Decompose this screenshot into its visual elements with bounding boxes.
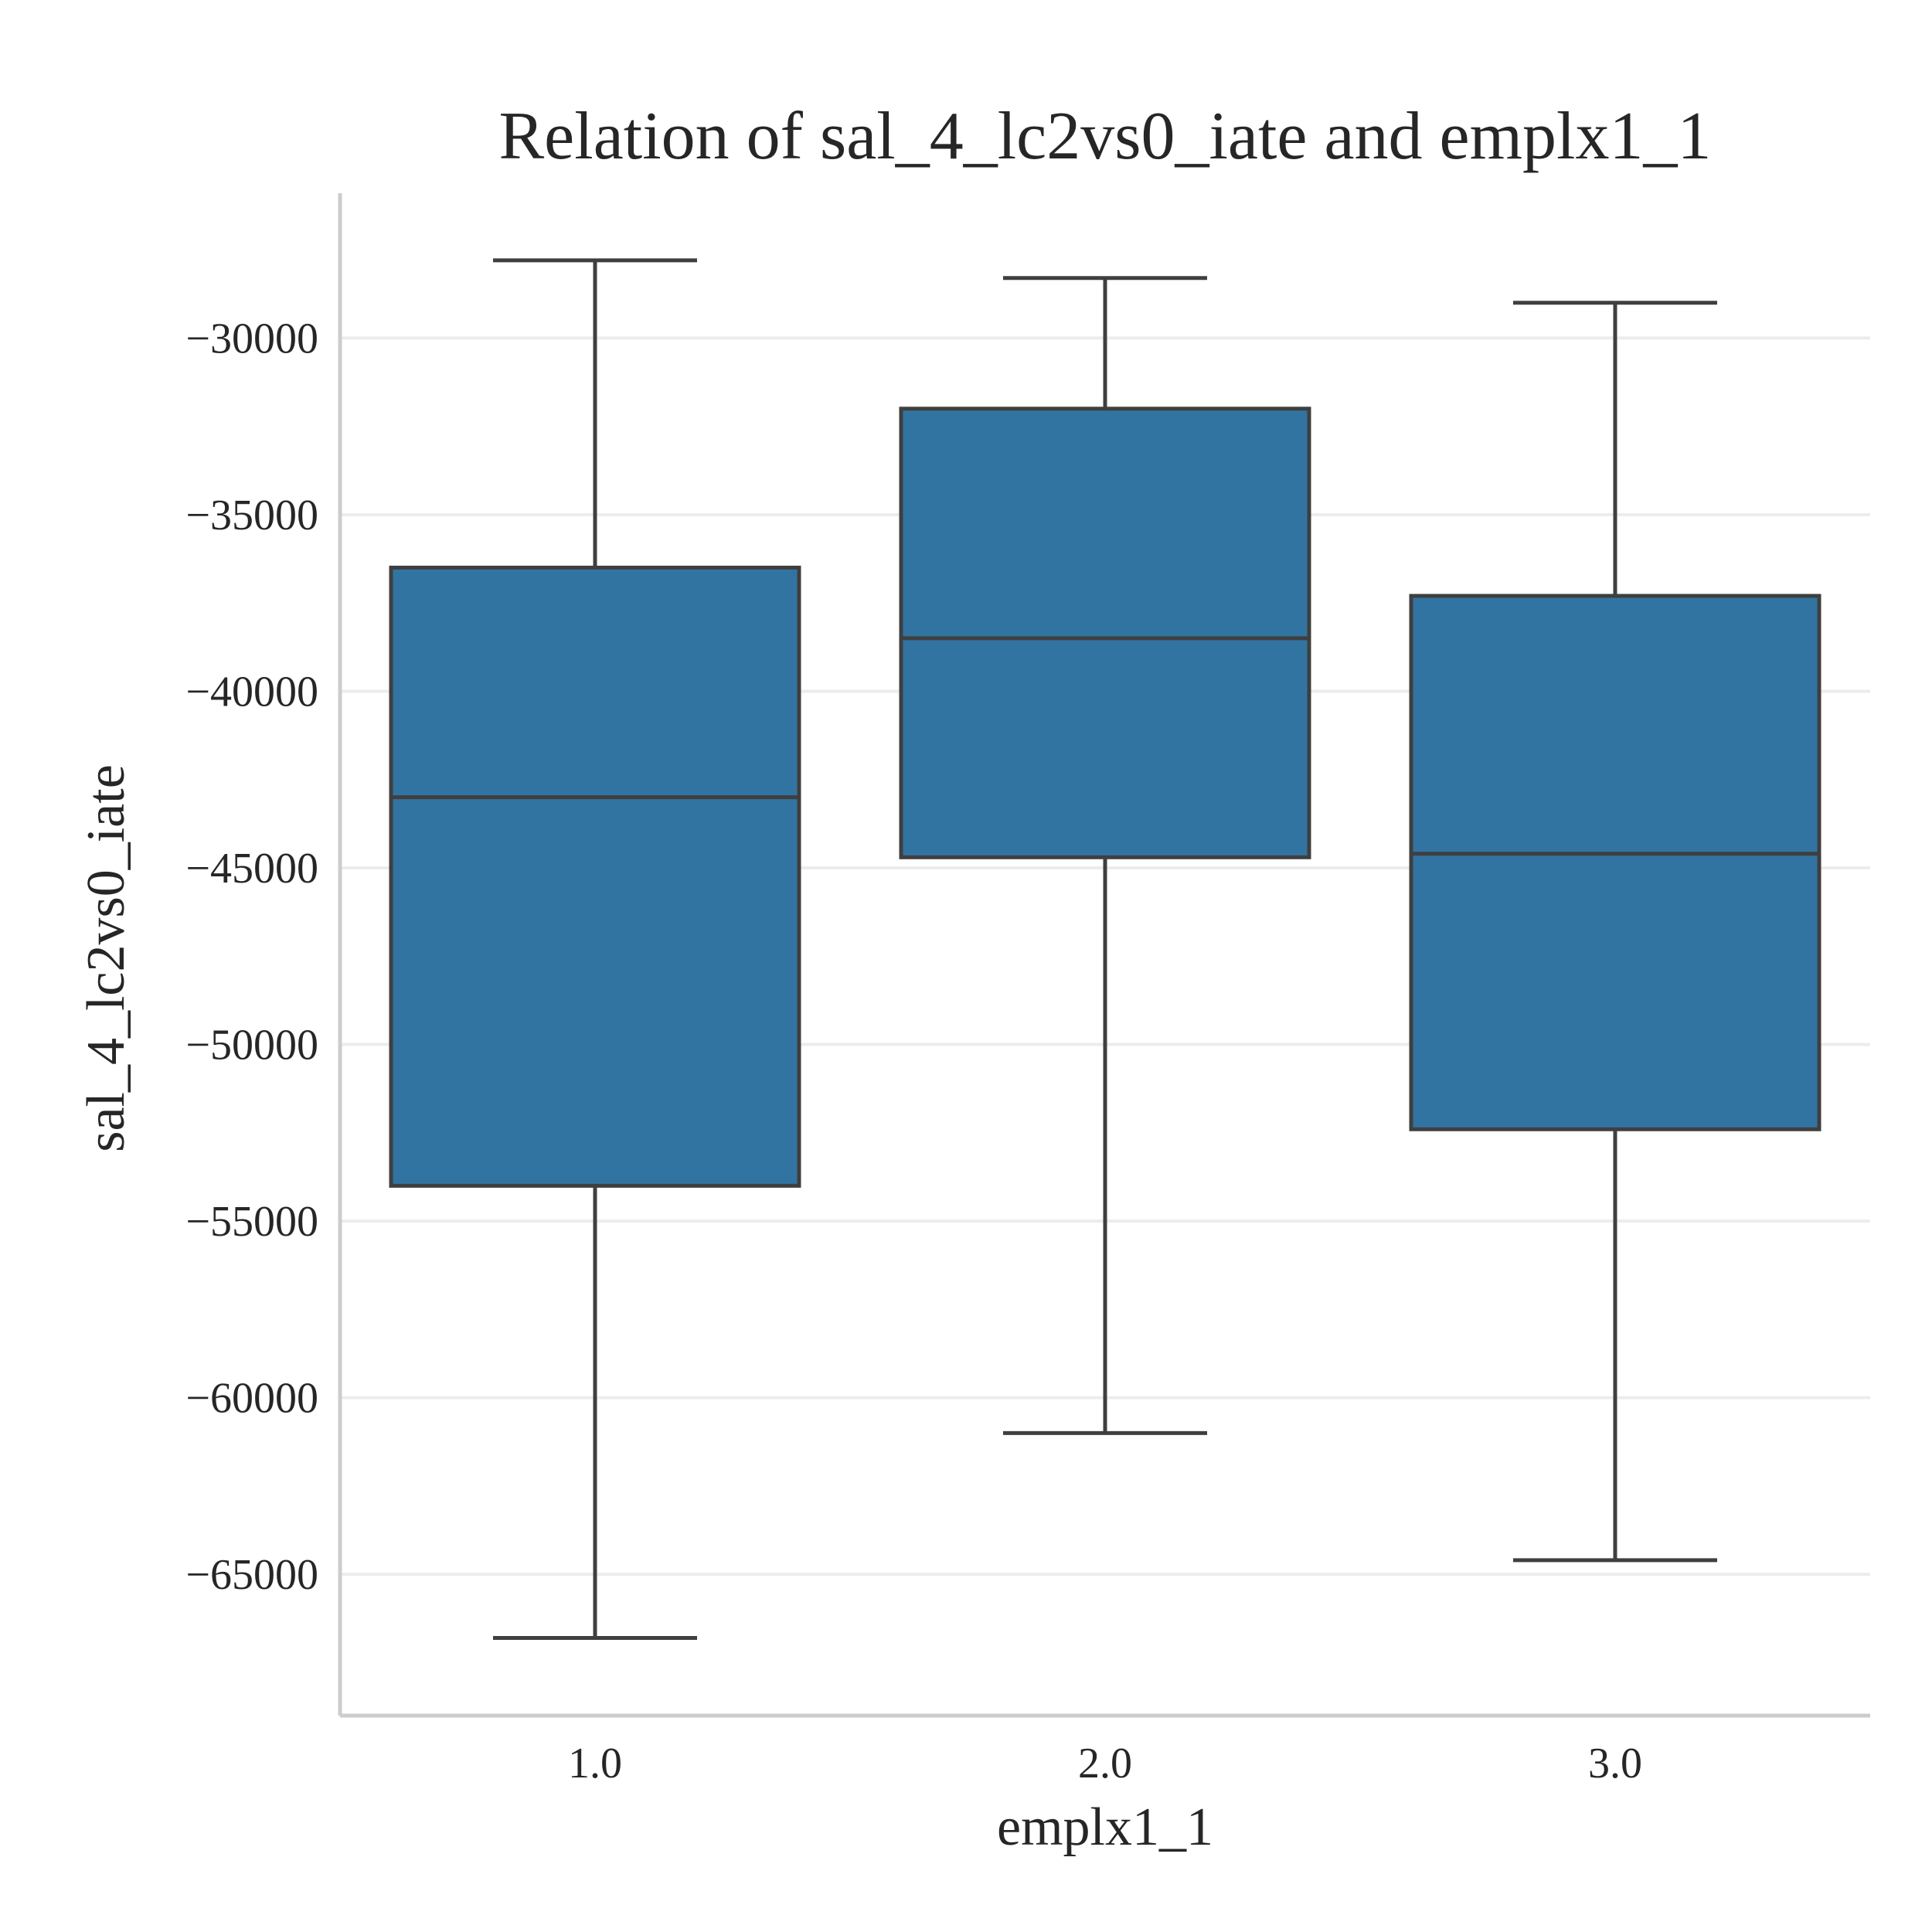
x-tick-label: 2.0 <box>1078 1740 1132 1787</box>
chart-title: Relation of sal_4_lc2vs0_iate and emplx1… <box>498 99 1711 174</box>
y-tick-label: −65000 <box>185 1551 318 1599</box>
y-axis-label: sal_4_lc2vs0_iate <box>77 764 136 1152</box>
box-group <box>389 258 801 1640</box>
box-group <box>899 276 1311 1435</box>
boxes <box>389 258 1821 1640</box>
x-tick-label: 1.0 <box>568 1740 622 1787</box>
x-tick-labels: 1.0 2.0 3.0 <box>568 1740 1642 1787</box>
y-tick-label: −40000 <box>185 668 318 716</box>
y-tick-label: −45000 <box>185 845 318 893</box>
y-tick-labels: −30000 −35000 −40000 −45000 −50000 −55000 −600… <box>185 315 318 1599</box>
y-tick-label: −30000 <box>185 315 318 362</box>
y-tick-label: −55000 <box>185 1198 318 1246</box>
box-iqr <box>389 566 801 1188</box>
y-tick-label: −35000 <box>185 492 318 539</box>
x-tick-label: 3.0 <box>1588 1740 1642 1787</box>
y-tick-label: −50000 <box>185 1022 318 1070</box>
box-group <box>1409 301 1821 1563</box>
y-tick-label: −60000 <box>185 1375 318 1423</box>
x-axis-label: emplx1_1 <box>997 1798 1213 1857</box>
box-iqr <box>1409 594 1821 1131</box>
box-iqr <box>899 406 1311 859</box>
